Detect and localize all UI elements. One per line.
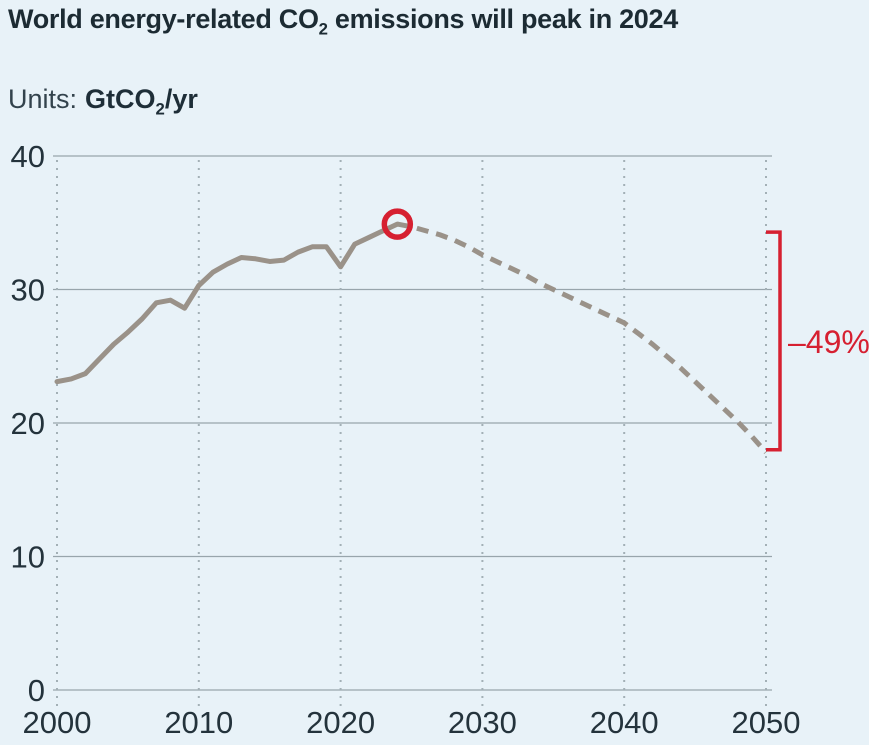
- y-tick-label-10: 10: [11, 540, 45, 575]
- decline-percent-label: –49%: [788, 324, 869, 360]
- chart-title: World energy-related CO2 emissions will …: [8, 4, 678, 39]
- units-line: Units: GtCO2/yr: [8, 84, 198, 119]
- chart-title-text: World energy-related CO: [8, 4, 319, 34]
- y-tick-label-40: 40: [11, 139, 45, 174]
- forecast-line: [396, 221, 768, 455]
- y-tick-label-20: 20: [11, 406, 45, 441]
- decline-bracket: [766, 230, 782, 452]
- peak-marker-circle: [381, 208, 414, 240]
- chart-title-subscript: 2: [318, 19, 328, 39]
- units-value: GtCO2/yr: [85, 84, 198, 119]
- historical-line: [54, 221, 400, 385]
- x-tick-label-2050: 2050: [732, 705, 801, 740]
- units-label: Units:: [8, 84, 78, 114]
- x-tick-label-2010: 2010: [164, 705, 233, 740]
- x-tick-label-2020: 2020: [306, 705, 375, 740]
- chart-title-text-end: emissions will peak in 2024: [327, 4, 678, 34]
- units-subscript: 2: [155, 99, 165, 119]
- x-tick-label-2000: 2000: [23, 705, 92, 740]
- x-tick-label-2040: 2040: [590, 705, 659, 740]
- y-tick-label-30: 30: [11, 273, 45, 308]
- y-tick-label-0: 0: [28, 673, 45, 708]
- x-tick-label-2030: 2030: [448, 705, 517, 740]
